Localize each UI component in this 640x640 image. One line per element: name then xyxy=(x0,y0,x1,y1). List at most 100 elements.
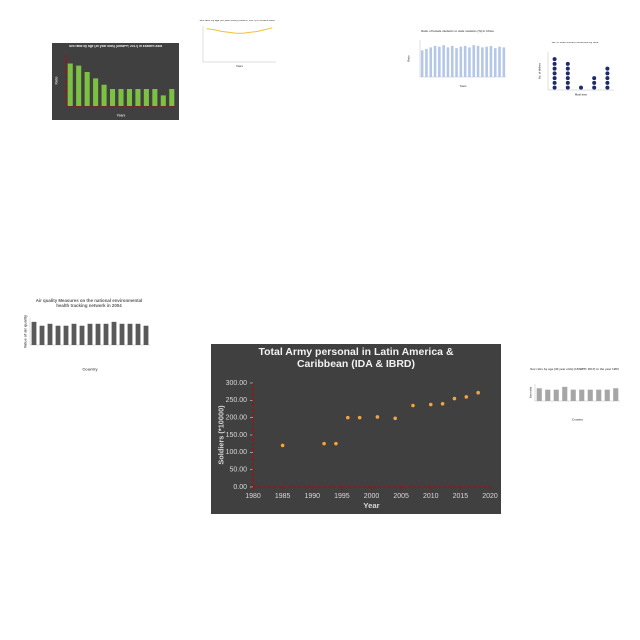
bar xyxy=(596,389,602,401)
bar xyxy=(169,89,175,106)
bar xyxy=(579,389,585,401)
scatter-point xyxy=(322,441,326,446)
bar xyxy=(459,46,463,77)
x-tick-label: 1985 xyxy=(275,493,291,500)
bar xyxy=(67,63,73,106)
dot xyxy=(552,57,557,62)
y-tick-label: 0.00 xyxy=(233,484,247,491)
dot-column xyxy=(579,85,583,90)
bar xyxy=(425,48,428,77)
dot xyxy=(565,61,570,66)
y-tick-label: 150.00 xyxy=(226,432,248,439)
bar xyxy=(119,323,125,345)
bar xyxy=(498,46,501,77)
x-tick-label: 2000 xyxy=(364,493,380,500)
dot xyxy=(552,76,557,81)
scatter-point xyxy=(411,403,415,408)
bar xyxy=(613,388,619,401)
bar xyxy=(135,323,141,345)
scatter-point xyxy=(440,402,445,406)
scatter-point xyxy=(346,415,350,420)
bar xyxy=(79,325,85,345)
x-axis-label: Years xyxy=(117,114,126,118)
dot xyxy=(579,85,583,90)
bar xyxy=(438,46,441,77)
dot xyxy=(565,85,570,90)
y-axis-label: Ratio xyxy=(407,55,410,62)
bar xyxy=(143,325,149,345)
bar xyxy=(545,389,551,401)
bar xyxy=(450,45,454,77)
x-tick-label: 1980 xyxy=(245,493,261,500)
bar xyxy=(429,47,433,77)
dot xyxy=(592,85,597,90)
bar xyxy=(55,325,61,345)
bar xyxy=(468,47,471,77)
y-tick-label: 100.00 xyxy=(226,449,248,456)
dot-column xyxy=(552,57,557,90)
title-box: Total Army personal in Latin America & C… xyxy=(258,346,453,370)
chart-title: Sex ratio by age (30 year olds) (UNWPP, … xyxy=(68,45,162,48)
dot xyxy=(605,85,610,90)
scatter-point xyxy=(464,395,469,399)
dot xyxy=(605,76,610,81)
chart-background xyxy=(52,43,179,120)
bar xyxy=(31,321,37,345)
chart-title: No. of main dishes consumed by time xyxy=(551,42,599,44)
y-axis-label: No. of dishes xyxy=(538,63,541,79)
bar xyxy=(463,45,467,77)
chart-background xyxy=(196,18,278,68)
scatter-point xyxy=(393,416,398,421)
bar xyxy=(493,48,497,77)
bar xyxy=(103,323,109,345)
x-tick-label: 1990 xyxy=(304,493,320,500)
scatter-point xyxy=(357,415,362,420)
bar xyxy=(485,46,488,77)
bar xyxy=(502,47,506,77)
x-tick-label: 2010 xyxy=(423,493,439,500)
bar xyxy=(95,323,101,345)
dot xyxy=(565,76,570,81)
chart-background xyxy=(536,40,614,97)
x-tick-label: 1995 xyxy=(334,493,350,500)
bar xyxy=(63,325,69,345)
title-box: Sex ratio by age (30 year olds) (UNWPP, … xyxy=(68,45,162,48)
title-box: Sex ratio by age (30 year olds) (UNWPP, … xyxy=(199,20,274,22)
scatter-point xyxy=(280,443,285,448)
bar xyxy=(442,45,445,77)
bar xyxy=(87,323,93,345)
x-tick-label: 2020 xyxy=(482,493,498,500)
x-axis-label: Year xyxy=(363,501,379,510)
bar xyxy=(110,89,116,106)
bar xyxy=(433,45,437,77)
y-axis-label: Value of air quality xyxy=(23,314,27,348)
dot xyxy=(552,66,557,71)
bar xyxy=(47,323,53,345)
dot xyxy=(552,61,557,66)
y-tick-label: 250.00 xyxy=(226,397,248,404)
y-tick-label: 300.00 xyxy=(226,380,248,387)
bar xyxy=(111,321,117,345)
bar xyxy=(93,78,99,106)
dot xyxy=(565,71,570,76)
bar xyxy=(76,65,82,106)
bar xyxy=(71,323,77,345)
bar xyxy=(118,89,124,106)
bar xyxy=(126,89,132,106)
bar xyxy=(84,72,90,106)
bar xyxy=(604,389,610,401)
bar xyxy=(152,89,158,106)
title-box: No. of main dishes consumed by time xyxy=(551,42,599,44)
bar xyxy=(553,389,559,401)
chart-background xyxy=(211,344,501,514)
dot xyxy=(552,85,557,90)
bar xyxy=(446,47,450,77)
dot xyxy=(552,80,557,85)
x-axis-label: Years xyxy=(236,64,244,68)
dot-column xyxy=(605,66,610,90)
scatter-point xyxy=(428,402,433,407)
bar xyxy=(472,45,476,77)
y-axis-label: Ratio xyxy=(54,76,58,84)
bar xyxy=(476,45,480,77)
